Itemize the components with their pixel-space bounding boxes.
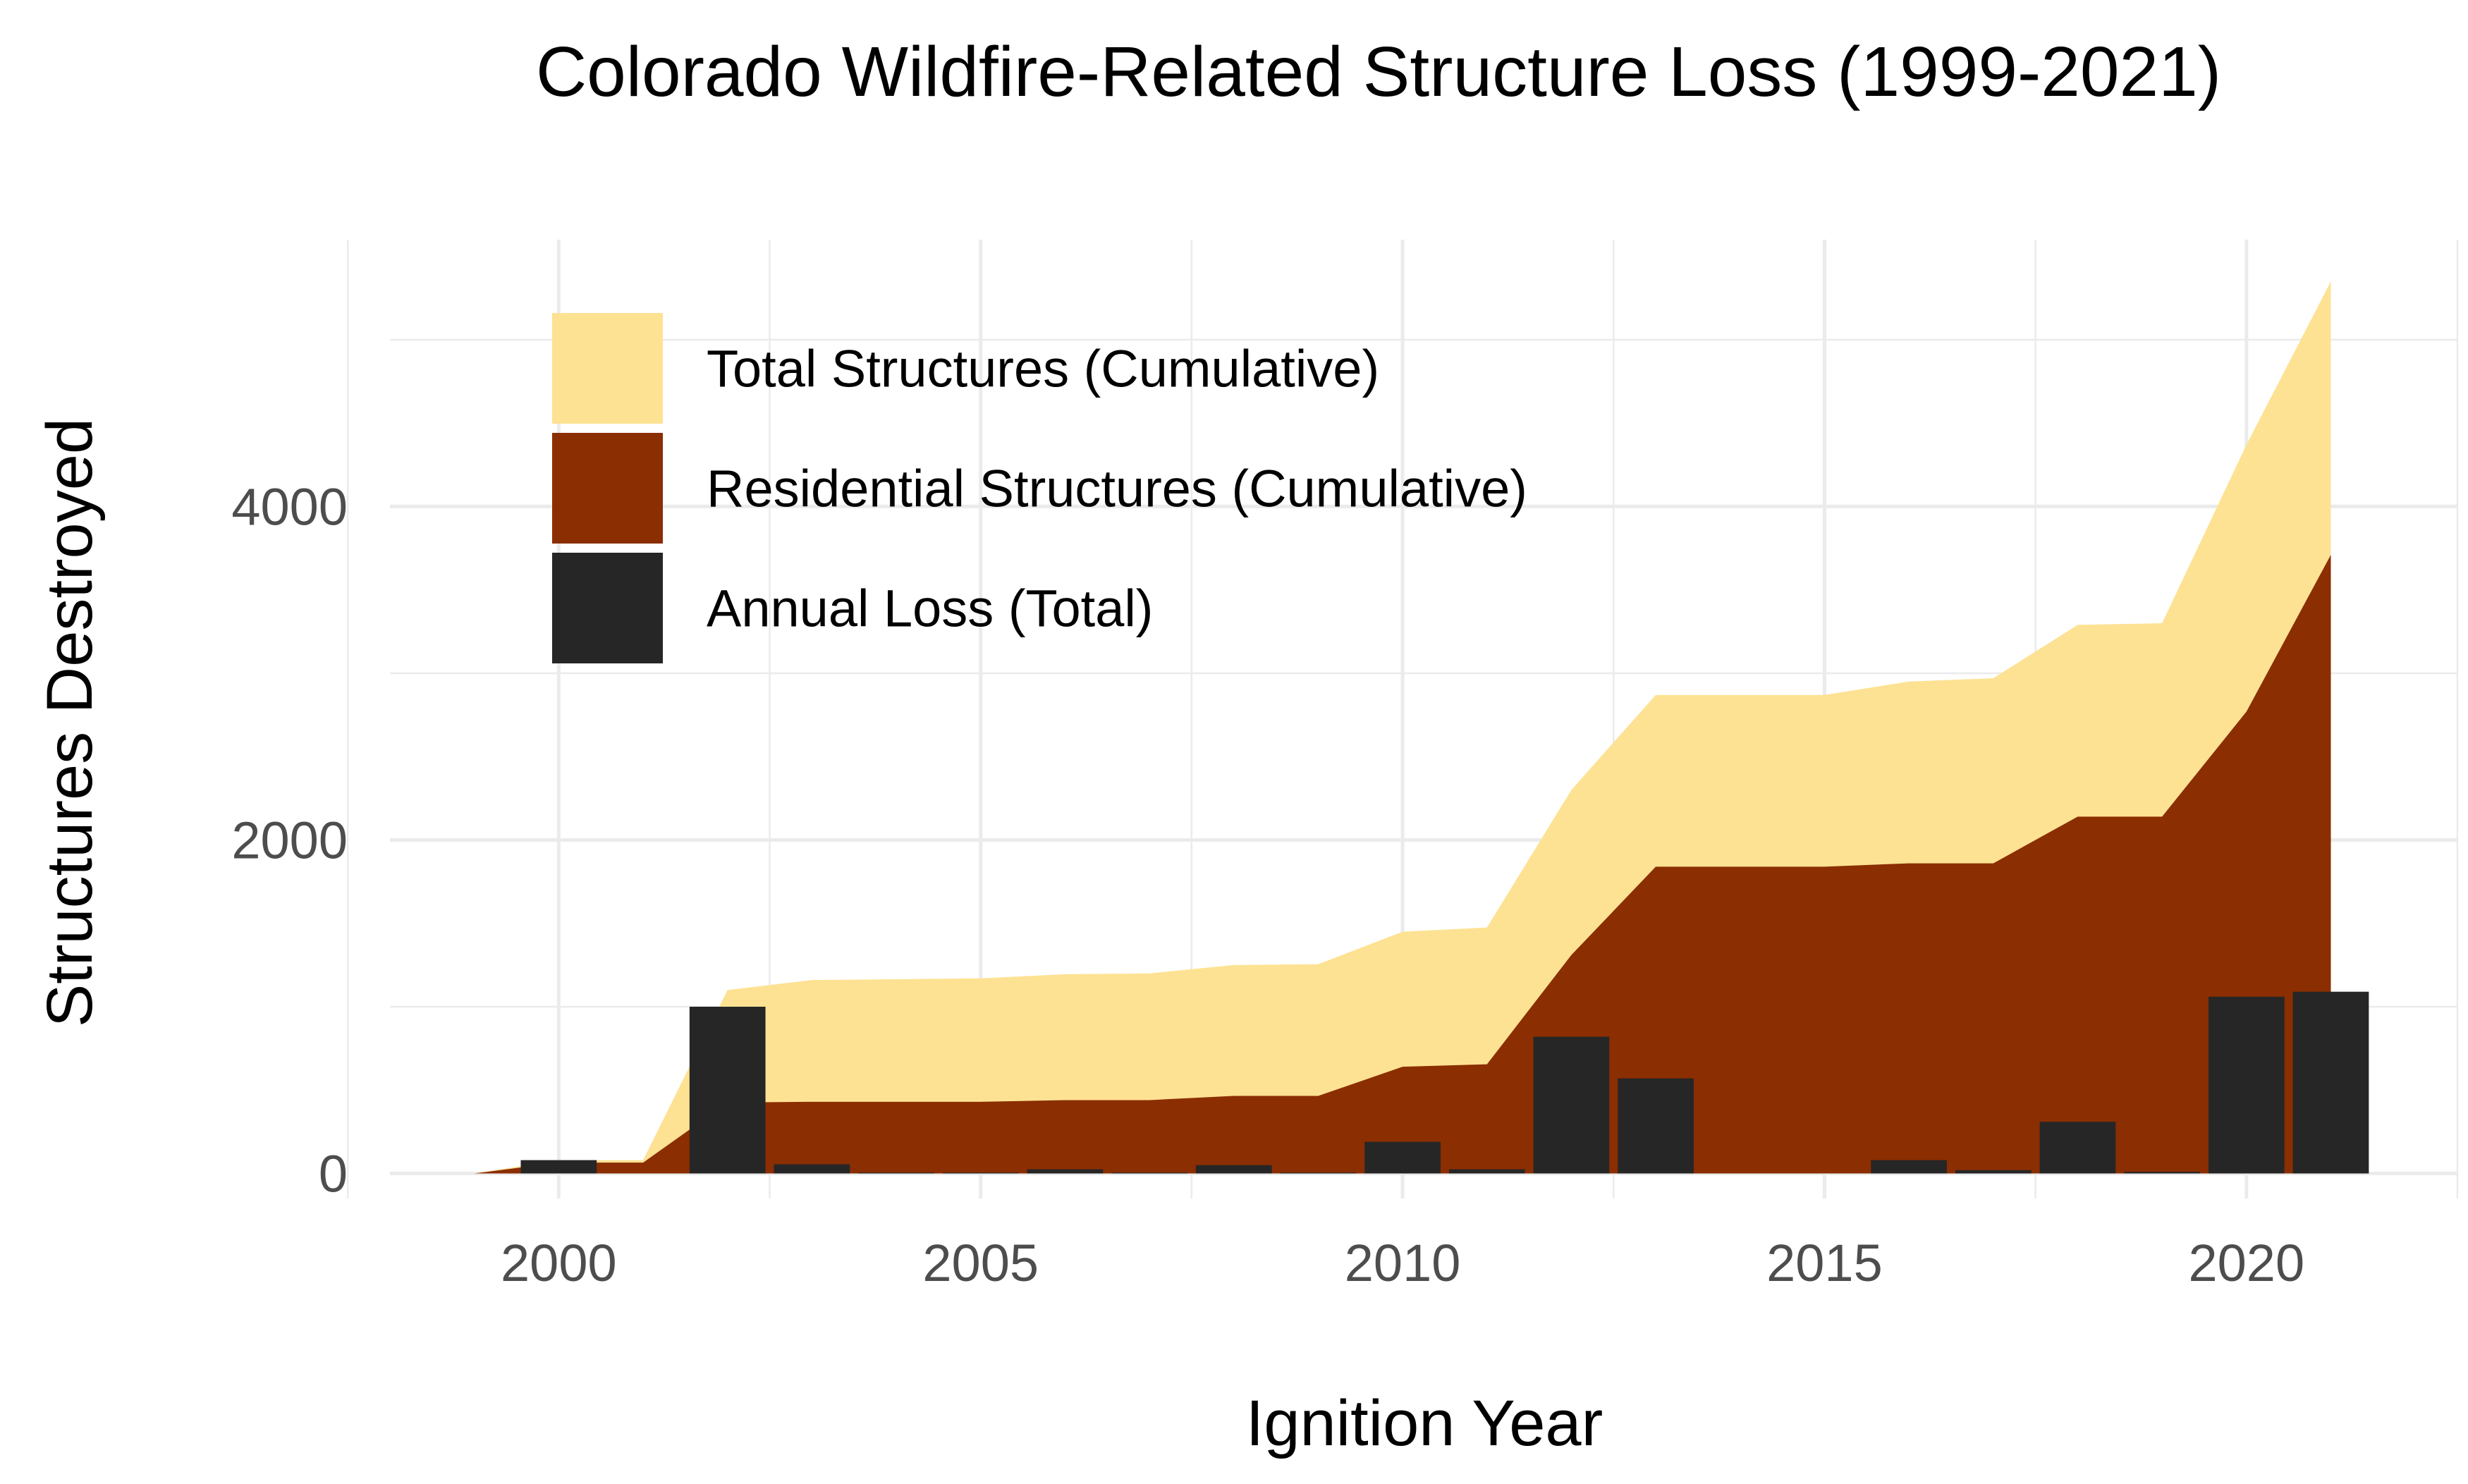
x-tick-label: 2020 — [2189, 1234, 2305, 1292]
annual-loss-bar — [1027, 1169, 1104, 1174]
annual-loss-bar — [1955, 1170, 2032, 1174]
bar-layer — [520, 991, 2369, 1174]
annual-loss-bar — [2292, 991, 2369, 1174]
annual-loss-bar — [2039, 1122, 2116, 1174]
annual-loss-bar — [2124, 1172, 2200, 1174]
legend-key — [552, 553, 663, 663]
legend-label: Total Structures (Cumulative) — [707, 340, 1379, 398]
annual-loss-bar — [1195, 1165, 1272, 1174]
annual-loss-bar — [1364, 1141, 1441, 1174]
annual-loss-bar — [520, 1160, 597, 1174]
y-tick-label: 0 — [319, 1145, 348, 1203]
legend-label: Annual Loss (Total) — [707, 580, 1153, 638]
annual-loss-bar — [858, 1172, 934, 1174]
legend-label: Residential Structures (Cumulative) — [707, 460, 1527, 518]
tick-labels: 2000 2005 2010 2015 2020 0 2000 4000 — [231, 477, 2304, 1292]
legend-key — [552, 313, 663, 424]
annual-loss-bar — [1871, 1160, 1947, 1174]
x-tick-label: 2000 — [501, 1234, 617, 1292]
x-axis-title: Ignition Year — [1246, 1387, 1603, 1459]
annual-loss-bar — [1533, 1036, 1610, 1174]
residential-cumulative-area — [474, 555, 2331, 1174]
annual-loss-bar — [774, 1164, 850, 1174]
y-axis-title: Structures Destroyed — [34, 418, 106, 1027]
y-tick-label: 2000 — [231, 811, 348, 869]
annual-loss-bar — [2208, 996, 2285, 1174]
legend: Total Structures (Cumulative) Residential… — [552, 313, 1527, 663]
annual-loss-bar — [1280, 1172, 1357, 1174]
x-tick-label: 2015 — [1766, 1234, 1883, 1292]
annual-loss-bar — [1111, 1172, 1187, 1174]
annual-loss-bar — [689, 1007, 766, 1174]
x-tick-label: 2005 — [922, 1234, 1039, 1292]
annual-loss-bar — [1448, 1169, 1525, 1174]
y-tick-label: 4000 — [231, 477, 348, 536]
annual-loss-bar — [942, 1172, 1019, 1174]
annual-loss-bar — [1618, 1078, 1694, 1174]
x-tick-label: 2010 — [1345, 1234, 1461, 1292]
chart-title: Colorado Wildfire-Related Structure Loss… — [536, 32, 2221, 111]
area-layer — [474, 281, 2331, 1174]
legend-key — [552, 433, 663, 544]
